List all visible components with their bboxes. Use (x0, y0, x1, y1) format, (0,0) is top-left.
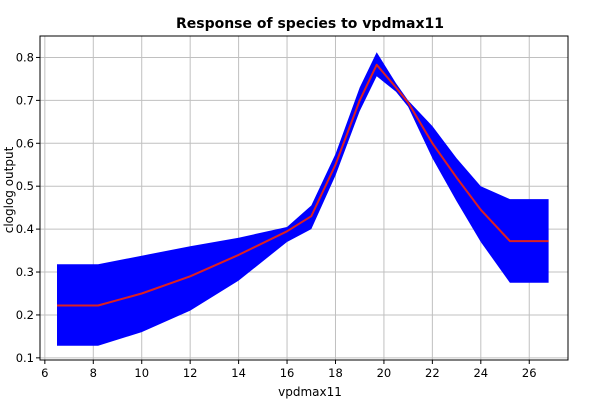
y-axis-label: cloglog output (2, 146, 16, 233)
y-tick-label: 0.7 (16, 93, 34, 107)
confidence-band-layer (57, 52, 549, 346)
plot-frame (39, 35, 569, 361)
axes: 6 8 10 12 14 16 18 20 22 24 26 0.1 0.2 0.3 0.4 0.5 0.6 0.… (16, 35, 569, 380)
y-tick-label: 0.2 (16, 308, 34, 322)
x-tick-label: 26 (522, 366, 537, 380)
mean-line-layer (57, 63, 549, 307)
x-tick-label: 12 (183, 366, 198, 380)
x-tick-label: 14 (231, 366, 246, 380)
x-tick-label: 20 (377, 366, 392, 380)
grid (40, 36, 568, 360)
x-axis-label: vpdmax11 (278, 385, 342, 399)
y-tick-label: 0.5 (16, 179, 34, 193)
confidence-band (57, 52, 549, 346)
y-tick-label: 0.1 (16, 351, 34, 365)
chart-title: Response of species to vpdmax11 (176, 16, 444, 32)
x-tick-label: 18 (328, 366, 343, 380)
y-tick-label: 0.6 (16, 136, 34, 150)
x-tick-label: 10 (134, 366, 149, 380)
y-tick-label: 0.4 (16, 222, 34, 236)
x-tick-label: 16 (280, 366, 295, 380)
x-tick-label: 22 (425, 366, 440, 380)
y-tick-label: 0.8 (16, 50, 34, 64)
mean-response-line (57, 63, 549, 307)
x-tick-label: 8 (90, 366, 97, 380)
x-tick-label: 6 (41, 366, 48, 380)
y-tick-label: 0.3 (16, 265, 34, 279)
x-tick-label: 24 (473, 366, 488, 380)
